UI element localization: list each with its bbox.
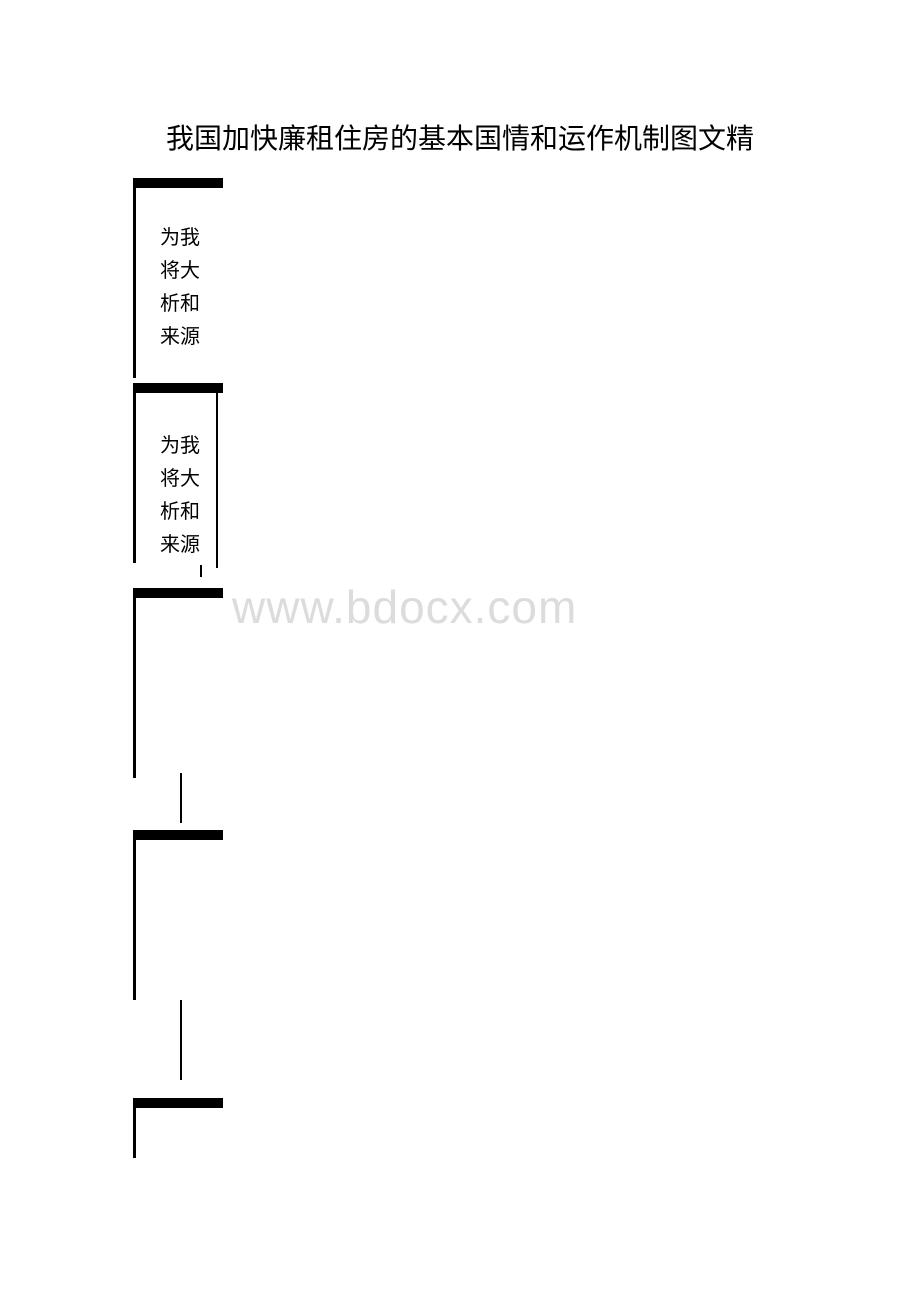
connector-line-1 (180, 773, 182, 823)
box2-line3: 析和 (160, 496, 200, 529)
box1-text: 为我 将大 析和 来源 (160, 222, 200, 354)
watermark-text: www.bdocx.com (232, 580, 577, 634)
box2-line1: 为我 (160, 430, 200, 463)
box1-line4: 来源 (160, 321, 200, 354)
connector-line-2 (180, 1000, 182, 1080)
box1-line3: 析和 (160, 288, 200, 321)
diagram-box-4 (133, 830, 223, 1000)
box2-text: 为我 将大 析和 来源 (160, 430, 200, 562)
diagram-box-5 (133, 1098, 223, 1158)
tick-mark (200, 565, 202, 577)
box1-line2: 将大 (160, 255, 200, 288)
diagram-box-3 (133, 588, 223, 778)
box1-line1: 为我 (160, 222, 200, 255)
box2-line4: 来源 (160, 529, 200, 562)
box2-right-border (216, 383, 218, 568)
page-title: 我国加快廉租住房的基本国情和运作机制图文精 (0, 117, 920, 157)
box2-line2: 将大 (160, 463, 200, 496)
